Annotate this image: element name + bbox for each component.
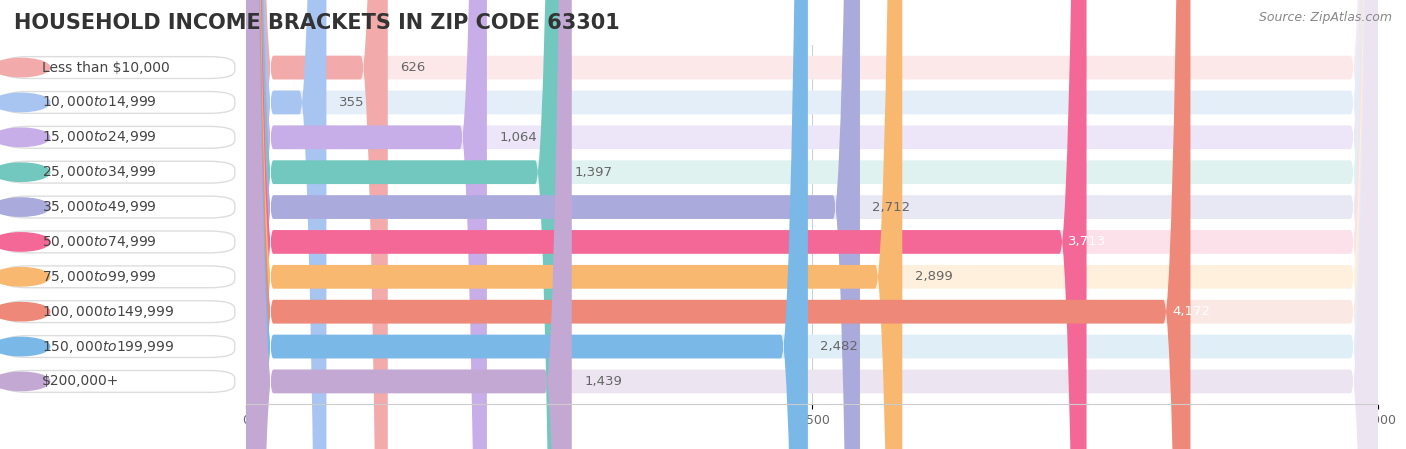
Text: 2,482: 2,482 (820, 340, 858, 353)
FancyBboxPatch shape (246, 0, 1378, 449)
Circle shape (0, 128, 49, 146)
Text: $10,000 to $14,999: $10,000 to $14,999 (42, 94, 157, 110)
FancyBboxPatch shape (3, 231, 235, 253)
Circle shape (0, 372, 49, 391)
Text: 2,712: 2,712 (872, 201, 911, 214)
FancyBboxPatch shape (246, 0, 388, 449)
FancyBboxPatch shape (246, 0, 860, 449)
Circle shape (0, 303, 49, 321)
Text: $200,000+: $200,000+ (42, 374, 120, 388)
FancyBboxPatch shape (246, 0, 1378, 449)
FancyBboxPatch shape (3, 301, 235, 322)
FancyBboxPatch shape (3, 92, 235, 113)
FancyBboxPatch shape (246, 0, 1378, 449)
FancyBboxPatch shape (246, 0, 1378, 449)
Text: $100,000 to $149,999: $100,000 to $149,999 (42, 304, 174, 320)
FancyBboxPatch shape (246, 0, 326, 449)
Text: $15,000 to $24,999: $15,000 to $24,999 (42, 129, 157, 145)
FancyBboxPatch shape (246, 0, 1378, 449)
Text: $50,000 to $74,999: $50,000 to $74,999 (42, 234, 157, 250)
Text: Source: ZipAtlas.com: Source: ZipAtlas.com (1258, 11, 1392, 24)
Text: $150,000 to $199,999: $150,000 to $199,999 (42, 339, 174, 355)
Text: 1,064: 1,064 (499, 131, 537, 144)
Circle shape (0, 93, 49, 112)
Text: 4,172: 4,172 (1173, 305, 1211, 318)
FancyBboxPatch shape (246, 0, 808, 449)
Circle shape (0, 163, 49, 181)
Text: 626: 626 (401, 61, 426, 74)
FancyBboxPatch shape (246, 0, 1378, 449)
FancyBboxPatch shape (246, 0, 572, 449)
FancyBboxPatch shape (3, 161, 235, 183)
Circle shape (0, 198, 49, 216)
Text: 2,899: 2,899 (915, 270, 952, 283)
Text: 355: 355 (339, 96, 364, 109)
Text: $75,000 to $99,999: $75,000 to $99,999 (42, 269, 157, 285)
FancyBboxPatch shape (246, 0, 1378, 449)
FancyBboxPatch shape (246, 0, 1378, 449)
FancyBboxPatch shape (246, 0, 1378, 449)
FancyBboxPatch shape (246, 0, 1191, 449)
Text: 3,713: 3,713 (1069, 235, 1107, 248)
Text: 1,439: 1,439 (585, 375, 621, 388)
FancyBboxPatch shape (246, 0, 562, 449)
FancyBboxPatch shape (246, 0, 1087, 449)
Circle shape (0, 337, 49, 356)
Text: 1,397: 1,397 (575, 166, 613, 179)
FancyBboxPatch shape (246, 0, 486, 449)
FancyBboxPatch shape (3, 57, 235, 79)
FancyBboxPatch shape (3, 266, 235, 288)
Text: HOUSEHOLD INCOME BRACKETS IN ZIP CODE 63301: HOUSEHOLD INCOME BRACKETS IN ZIP CODE 63… (14, 13, 620, 34)
Circle shape (0, 268, 49, 286)
Circle shape (0, 58, 49, 77)
Text: $35,000 to $49,999: $35,000 to $49,999 (42, 199, 157, 215)
Circle shape (0, 233, 49, 251)
Text: $25,000 to $34,999: $25,000 to $34,999 (42, 164, 157, 180)
FancyBboxPatch shape (3, 196, 235, 218)
FancyBboxPatch shape (3, 127, 235, 148)
FancyBboxPatch shape (3, 370, 235, 392)
FancyBboxPatch shape (246, 0, 903, 449)
FancyBboxPatch shape (3, 336, 235, 357)
Text: Less than $10,000: Less than $10,000 (42, 61, 170, 75)
FancyBboxPatch shape (246, 0, 1378, 449)
